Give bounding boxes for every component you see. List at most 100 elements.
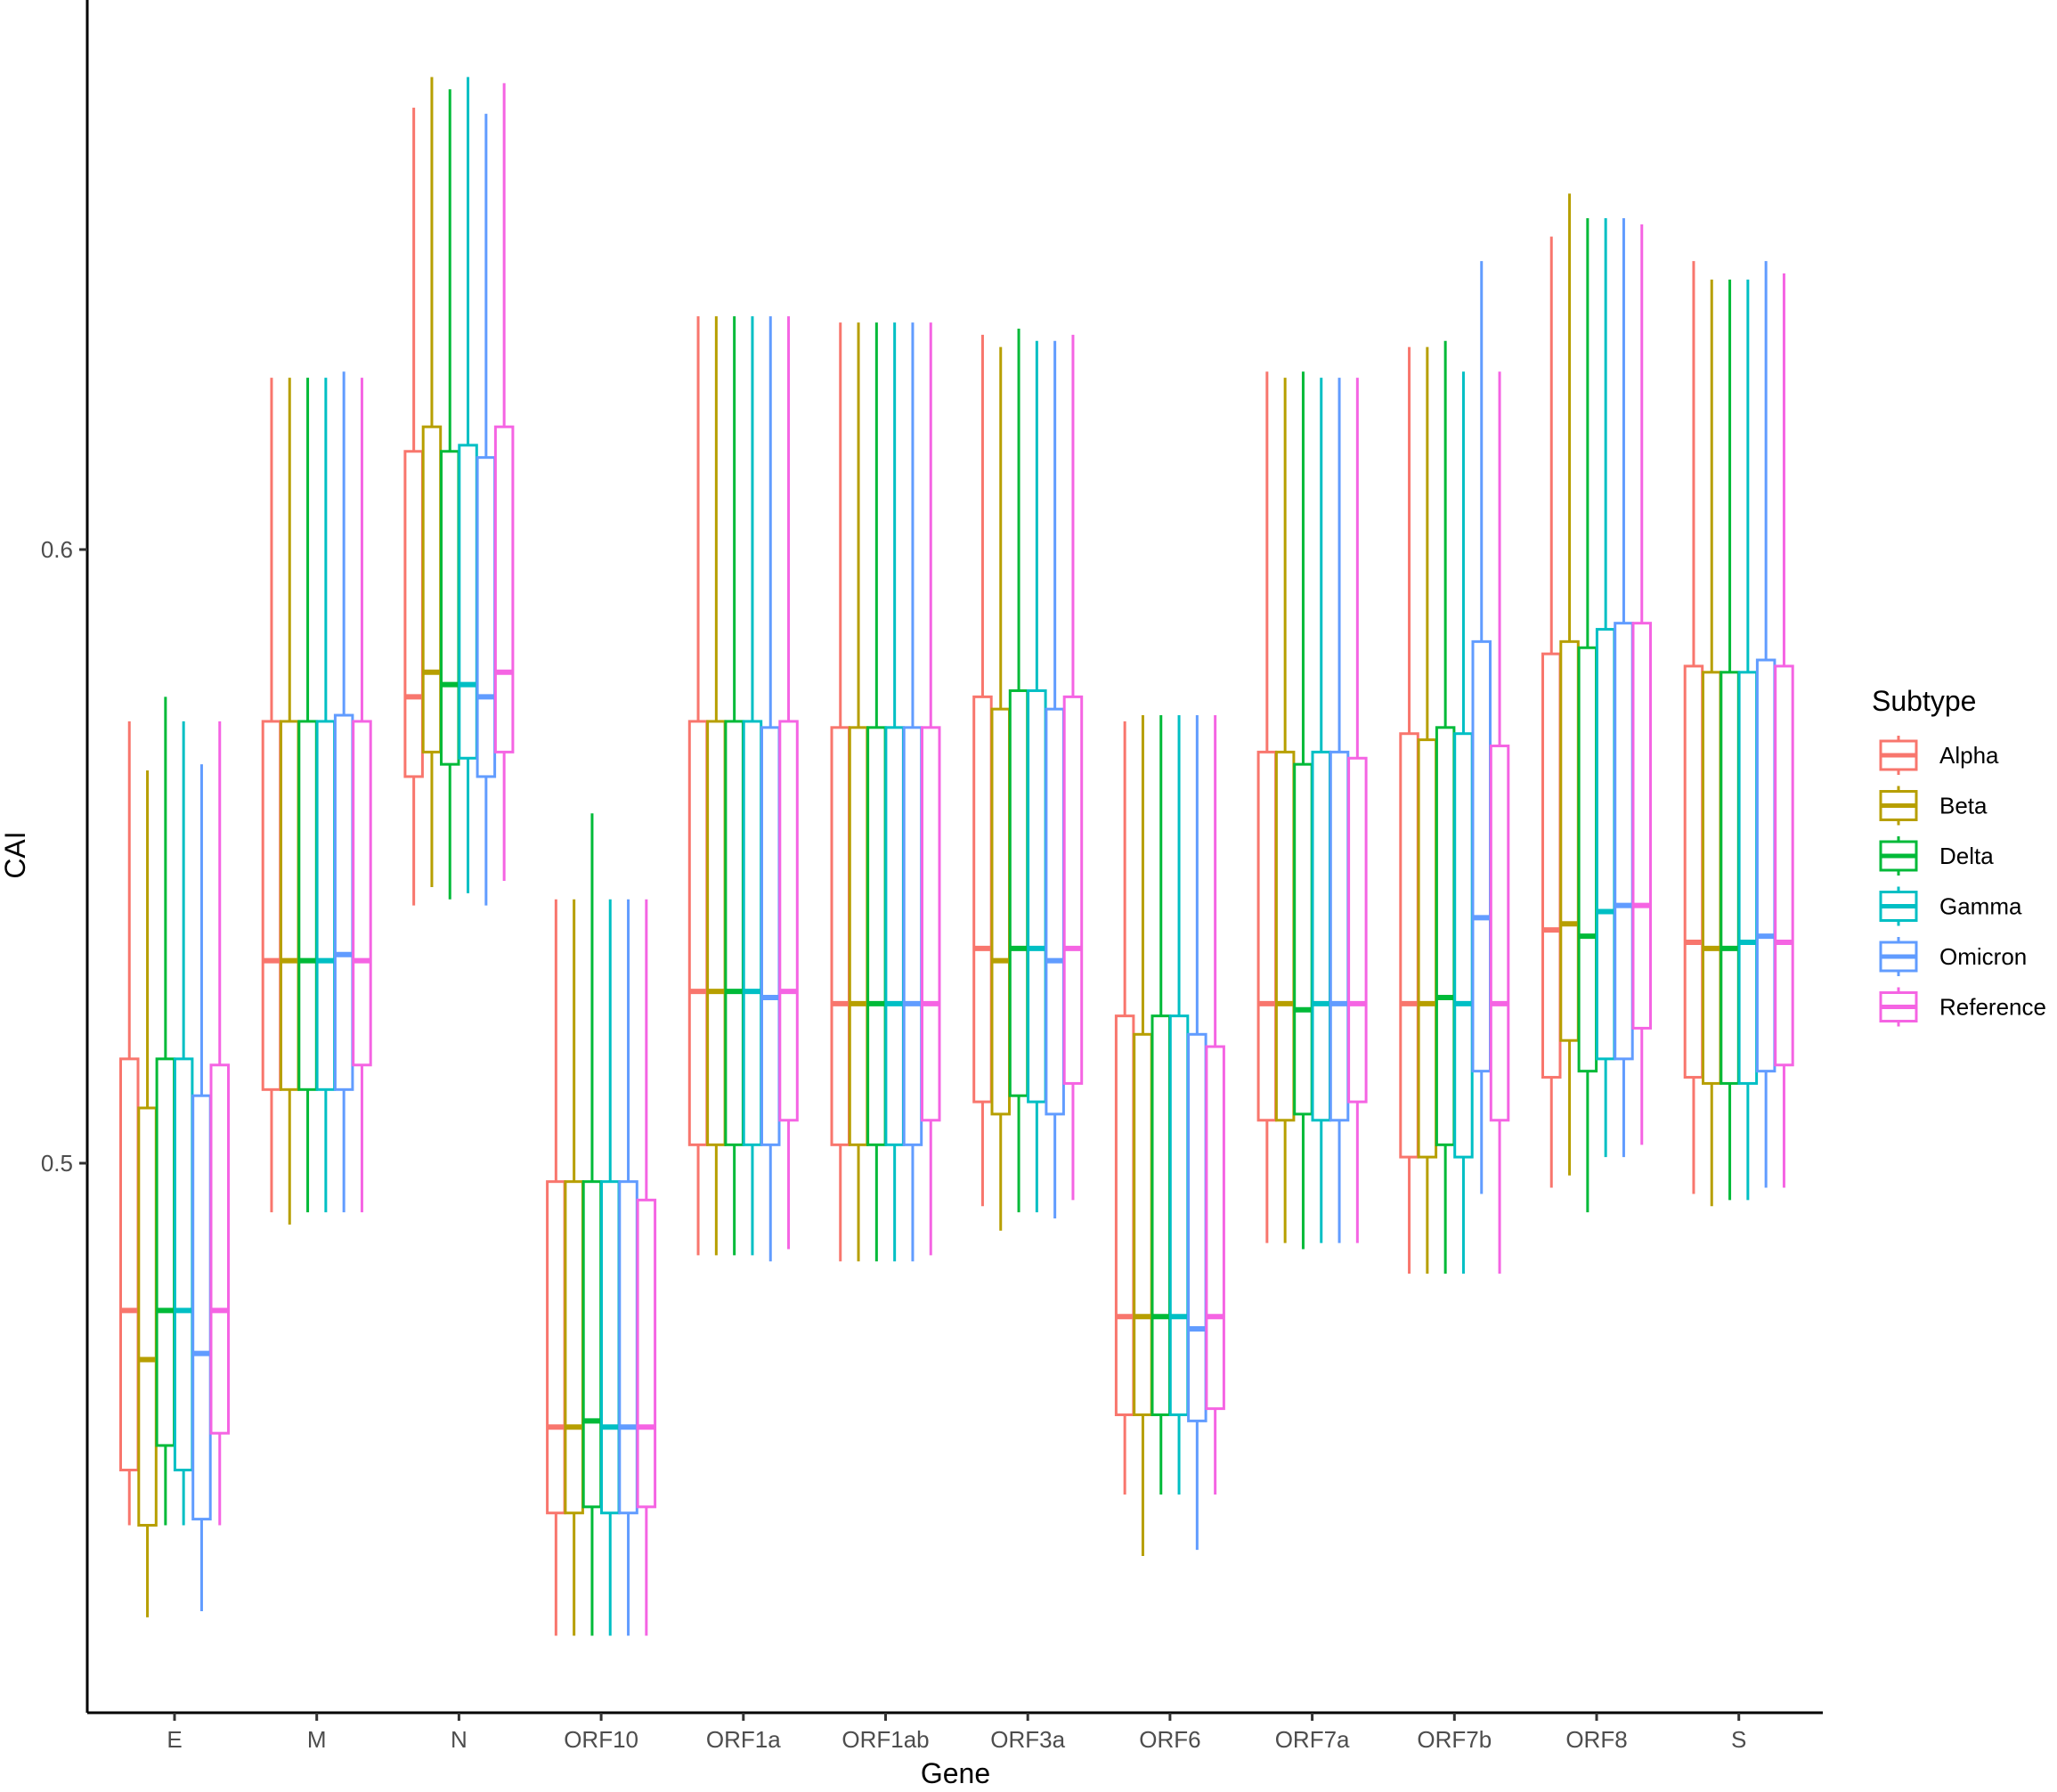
y-axis-title: CAI bbox=[0, 831, 31, 878]
box-orf1ab-beta bbox=[848, 322, 869, 1262]
box-orf7b-beta-box bbox=[1417, 738, 1438, 1159]
box-orf7a-reference bbox=[1347, 378, 1368, 1243]
x-tick-label: ORF7a bbox=[1275, 1726, 1350, 1753]
category-group-orf8 bbox=[1541, 193, 1652, 1213]
box-orf7b-beta bbox=[1417, 346, 1438, 1275]
box-orf1ab-beta-box bbox=[848, 726, 869, 1146]
box-orf10-reference bbox=[636, 899, 657, 1636]
box-orf3a-delta-box bbox=[1008, 688, 1029, 1097]
category-group-s bbox=[1683, 261, 1794, 1207]
box-orf8-reference-box bbox=[1631, 622, 1652, 1030]
box-n-gamma bbox=[458, 77, 478, 893]
box-e-alpha-box bbox=[119, 1057, 140, 1471]
box-orf7a-gamma bbox=[1311, 378, 1331, 1243]
box-orf7b-gamma-box bbox=[1453, 732, 1474, 1159]
box-orf8-omicron bbox=[1614, 217, 1634, 1158]
box-orf10-reference-box bbox=[636, 1198, 657, 1509]
box-orf1ab-omicron bbox=[902, 322, 923, 1262]
box-orf1a-omicron-box bbox=[760, 726, 781, 1146]
legend-item-gamma: Gamma bbox=[1879, 886, 2022, 926]
box-n-reference-box bbox=[493, 425, 515, 753]
box-orf1ab-gamma-box bbox=[884, 726, 905, 1146]
box-orf8-beta-box bbox=[1559, 639, 1580, 1042]
box-m-delta-box bbox=[297, 720, 318, 1091]
box-orf1a-delta bbox=[724, 316, 744, 1256]
box-orf3a-beta-box bbox=[990, 707, 1011, 1116]
box-orf6-omicron bbox=[1187, 715, 1207, 1551]
y-tick-label: 0.6 bbox=[41, 536, 73, 563]
category-group-orf1ab bbox=[830, 322, 941, 1262]
x-tick-label: ORF1a bbox=[706, 1726, 781, 1753]
legend-label-delta: Delta bbox=[1939, 843, 1994, 869]
box-orf1a-reference-box bbox=[778, 720, 799, 1122]
box-orf10-beta bbox=[564, 899, 584, 1636]
category-group-orf1a bbox=[687, 316, 799, 1262]
box-e-gamma bbox=[173, 721, 194, 1526]
box-s-gamma bbox=[1737, 279, 1759, 1201]
box-n-gamma-box bbox=[458, 444, 478, 760]
box-orf1a-alpha-box bbox=[687, 720, 709, 1146]
box-m-omicron bbox=[333, 371, 354, 1213]
box-s-reference-box bbox=[1774, 664, 1794, 1067]
box-orf10-alpha-box bbox=[546, 1180, 566, 1515]
box-s-beta-box bbox=[1702, 671, 1722, 1085]
box-orf6-delta bbox=[1150, 715, 1171, 1495]
box-orf7b-omicron bbox=[1471, 261, 1492, 1194]
box-orf3a-omicron bbox=[1045, 340, 1065, 1219]
box-orf7b-reference-box bbox=[1489, 744, 1510, 1122]
box-m-delta bbox=[297, 378, 318, 1213]
box-s-beta bbox=[1702, 279, 1722, 1207]
box-orf6-omicron-box bbox=[1187, 1032, 1207, 1422]
legend-label-gamma: Gamma bbox=[1939, 893, 2022, 920]
box-s-alpha bbox=[1683, 261, 1704, 1194]
x-ticks-layer: E M N ORF10 ORF1a ORF1ab ORF3a ORF6 ORF7a ORF7b OR… bbox=[167, 1713, 1746, 1753]
legend-title: Subtype bbox=[1872, 685, 1976, 717]
legend-label-alpha: Alpha bbox=[1939, 742, 1999, 769]
box-orf7a-beta bbox=[1274, 378, 1296, 1243]
box-orf1a-beta bbox=[706, 316, 727, 1256]
category-group-orf10 bbox=[546, 813, 657, 1636]
box-orf3a-alpha bbox=[972, 334, 993, 1207]
box-n-alpha-box bbox=[403, 450, 424, 778]
box-s-gamma-box bbox=[1737, 671, 1759, 1085]
legend-item-alpha: Alpha bbox=[1879, 736, 1999, 775]
box-orf6-alpha-box bbox=[1114, 1014, 1135, 1416]
box-orf1ab-delta bbox=[866, 322, 887, 1262]
legend-item-reference: Reference bbox=[1879, 987, 2046, 1027]
box-orf1a-reference bbox=[778, 316, 799, 1250]
box-m-gamma-box bbox=[315, 720, 337, 1091]
box-orf8-gamma bbox=[1595, 217, 1616, 1158]
box-n-reference bbox=[493, 83, 515, 882]
legend-label-beta: Beta bbox=[1939, 793, 1988, 819]
box-orf6-beta bbox=[1133, 715, 1153, 1556]
box-orf7b-gamma bbox=[1453, 371, 1474, 1275]
legend-item-delta: Delta bbox=[1879, 836, 1994, 876]
box-m-alpha-box bbox=[261, 720, 282, 1091]
x-tick-label: ORF8 bbox=[1565, 1726, 1627, 1753]
box-m-reference-box bbox=[352, 720, 372, 1067]
x-tick-label: N bbox=[451, 1726, 467, 1753]
box-n-omicron-box bbox=[476, 456, 497, 778]
x-tick-label: S bbox=[1731, 1726, 1746, 1753]
box-n-beta bbox=[421, 77, 443, 887]
x-tick-label: ORF10 bbox=[564, 1726, 638, 1753]
legend: Subtype Alpha Beta Delta Gamma Omicron Refere… bbox=[1872, 685, 2046, 1027]
box-m-omicron-box bbox=[333, 713, 354, 1091]
box-e-delta-box bbox=[155, 1057, 176, 1447]
box-orf10-gamma bbox=[600, 899, 621, 1636]
box-orf7a-beta-box bbox=[1274, 750, 1296, 1122]
box-e-omicron bbox=[191, 764, 212, 1611]
box-orf1ab-reference bbox=[921, 322, 941, 1256]
box-e-reference bbox=[209, 721, 230, 1526]
box-orf8-omicron-box bbox=[1614, 622, 1634, 1061]
box-s-delta-box bbox=[1720, 671, 1740, 1085]
box-orf7b-delta bbox=[1435, 340, 1456, 1275]
box-orf6-gamma-box bbox=[1168, 1014, 1190, 1416]
category-group-orf3a bbox=[972, 328, 1084, 1231]
category-group-orf6 bbox=[1114, 715, 1225, 1556]
box-orf6-beta-box bbox=[1133, 1032, 1153, 1416]
box-e-beta bbox=[137, 770, 158, 1617]
box-orf10-gamma-box bbox=[600, 1180, 621, 1515]
legend-item-omicron: Omicron bbox=[1879, 937, 2027, 976]
